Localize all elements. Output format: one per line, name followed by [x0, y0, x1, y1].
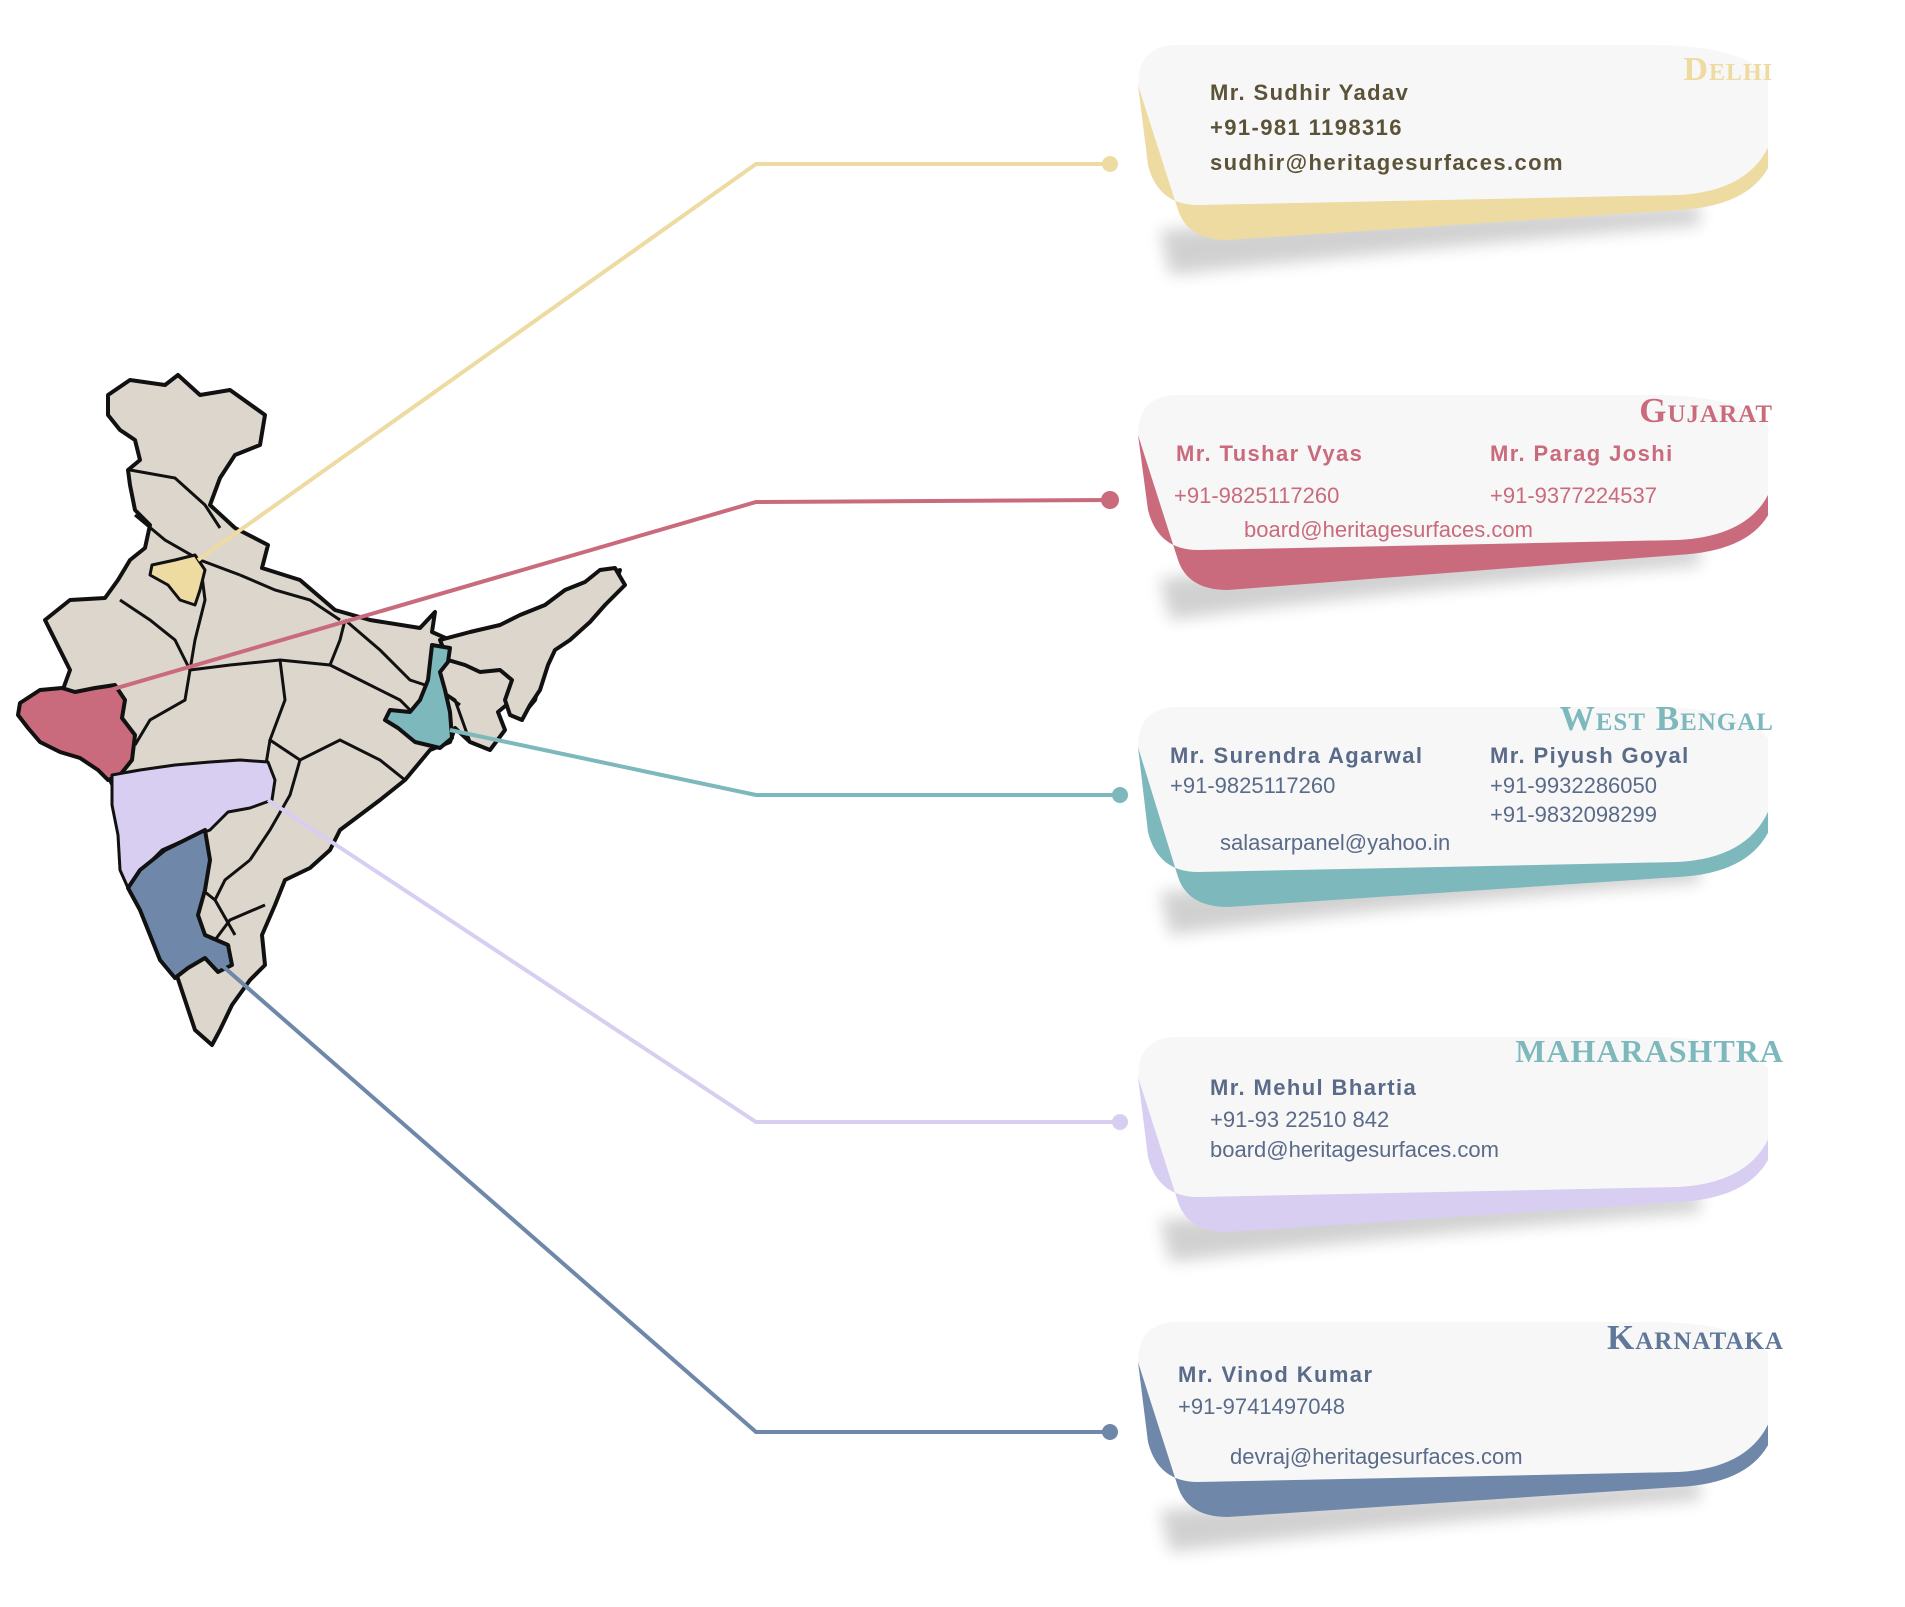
delhi-connector [196, 162, 1110, 562]
contact-name-2: Mr. Parag Joshi [1490, 441, 1674, 466]
contact-phone-2a: +91-9932286050 [1490, 773, 1657, 798]
connector-lines [109, 162, 1120, 1434]
northeast-outline [438, 566, 627, 722]
gujarat-card: Gujarat Mr. Tushar Vyas Mr. Parag Joshi … [1138, 391, 1772, 625]
contact-phone: +91-93 22510 842 [1210, 1107, 1390, 1132]
contact-email: devraj@heritagesurfaces.com [1230, 1444, 1523, 1469]
contact-phone-1: +91-9825117260 [1170, 773, 1336, 798]
contact-phone: +91-981 1198316 [1210, 115, 1403, 140]
contact-name-1: Mr. Surendra Agarwal [1170, 743, 1424, 768]
maharashtra-connector [266, 798, 1120, 1124]
card-background [1138, 707, 1768, 907]
maharashtra-region [110, 758, 277, 890]
contact-name: Mr. Mehul Bhartia [1210, 1075, 1418, 1100]
card-background [1138, 1037, 1768, 1232]
maharashtra-card: maharashtra Mr. Mehul Bhartia +91-93 225… [1138, 1033, 1783, 1267]
region-title: Delhi [1683, 51, 1773, 88]
gujarat-region [16, 683, 137, 782]
delhi-card: Delhi Mr. Sudhir Yadav +91-981 1198316 s… [1138, 45, 1772, 275]
contact-phone-1: +91-9825117260 [1174, 483, 1340, 508]
karnataka-card: Karnataka Mr. Vinod Kumar +91-9741497048… [1138, 1318, 1783, 1552]
west-bengal-region [383, 643, 454, 750]
region-title: West Bengal [1559, 699, 1774, 738]
region-title: Gujarat [1639, 391, 1773, 430]
contact-phone-2: +91-9377224537 [1490, 483, 1657, 508]
karnataka-region [126, 828, 234, 980]
west-bengal-card: West Bengal Mr. Surendra Agarwal Mr. Piy… [1138, 699, 1773, 937]
connector-dots [1101, 156, 1128, 1440]
region-title: maharashtra [1515, 1033, 1784, 1069]
contact-name: Mr. Sudhir Yadav [1210, 80, 1410, 105]
delhi-region [148, 553, 207, 607]
card-background [1138, 395, 1768, 590]
contact-email: salasarpanel@yahoo.in [1220, 830, 1451, 855]
gujarat-connector [109, 498, 1111, 692]
contact-email: board@heritagesurfaces.com [1244, 517, 1533, 542]
card-background [1138, 45, 1768, 240]
contact-phone: +91-9741497048 [1178, 1394, 1345, 1419]
contact-phone-2b: +91-9832098299 [1490, 802, 1657, 827]
contact-email: sudhir@heritagesurfaces.com [1210, 150, 1564, 175]
contact-name: Mr. Vinod Kumar [1178, 1362, 1374, 1387]
west-bengal-connector [449, 728, 1120, 797]
card-background [1138, 1322, 1768, 1517]
contact-name-1: Mr. Tushar Vyas [1176, 441, 1364, 466]
contact-name-2: Mr. Piyush Goyal [1490, 743, 1690, 768]
contact-email: board@heritagesurfaces.com [1210, 1137, 1499, 1162]
karnataka-connector [208, 953, 1110, 1434]
region-title: Karnataka [1607, 1318, 1784, 1357]
